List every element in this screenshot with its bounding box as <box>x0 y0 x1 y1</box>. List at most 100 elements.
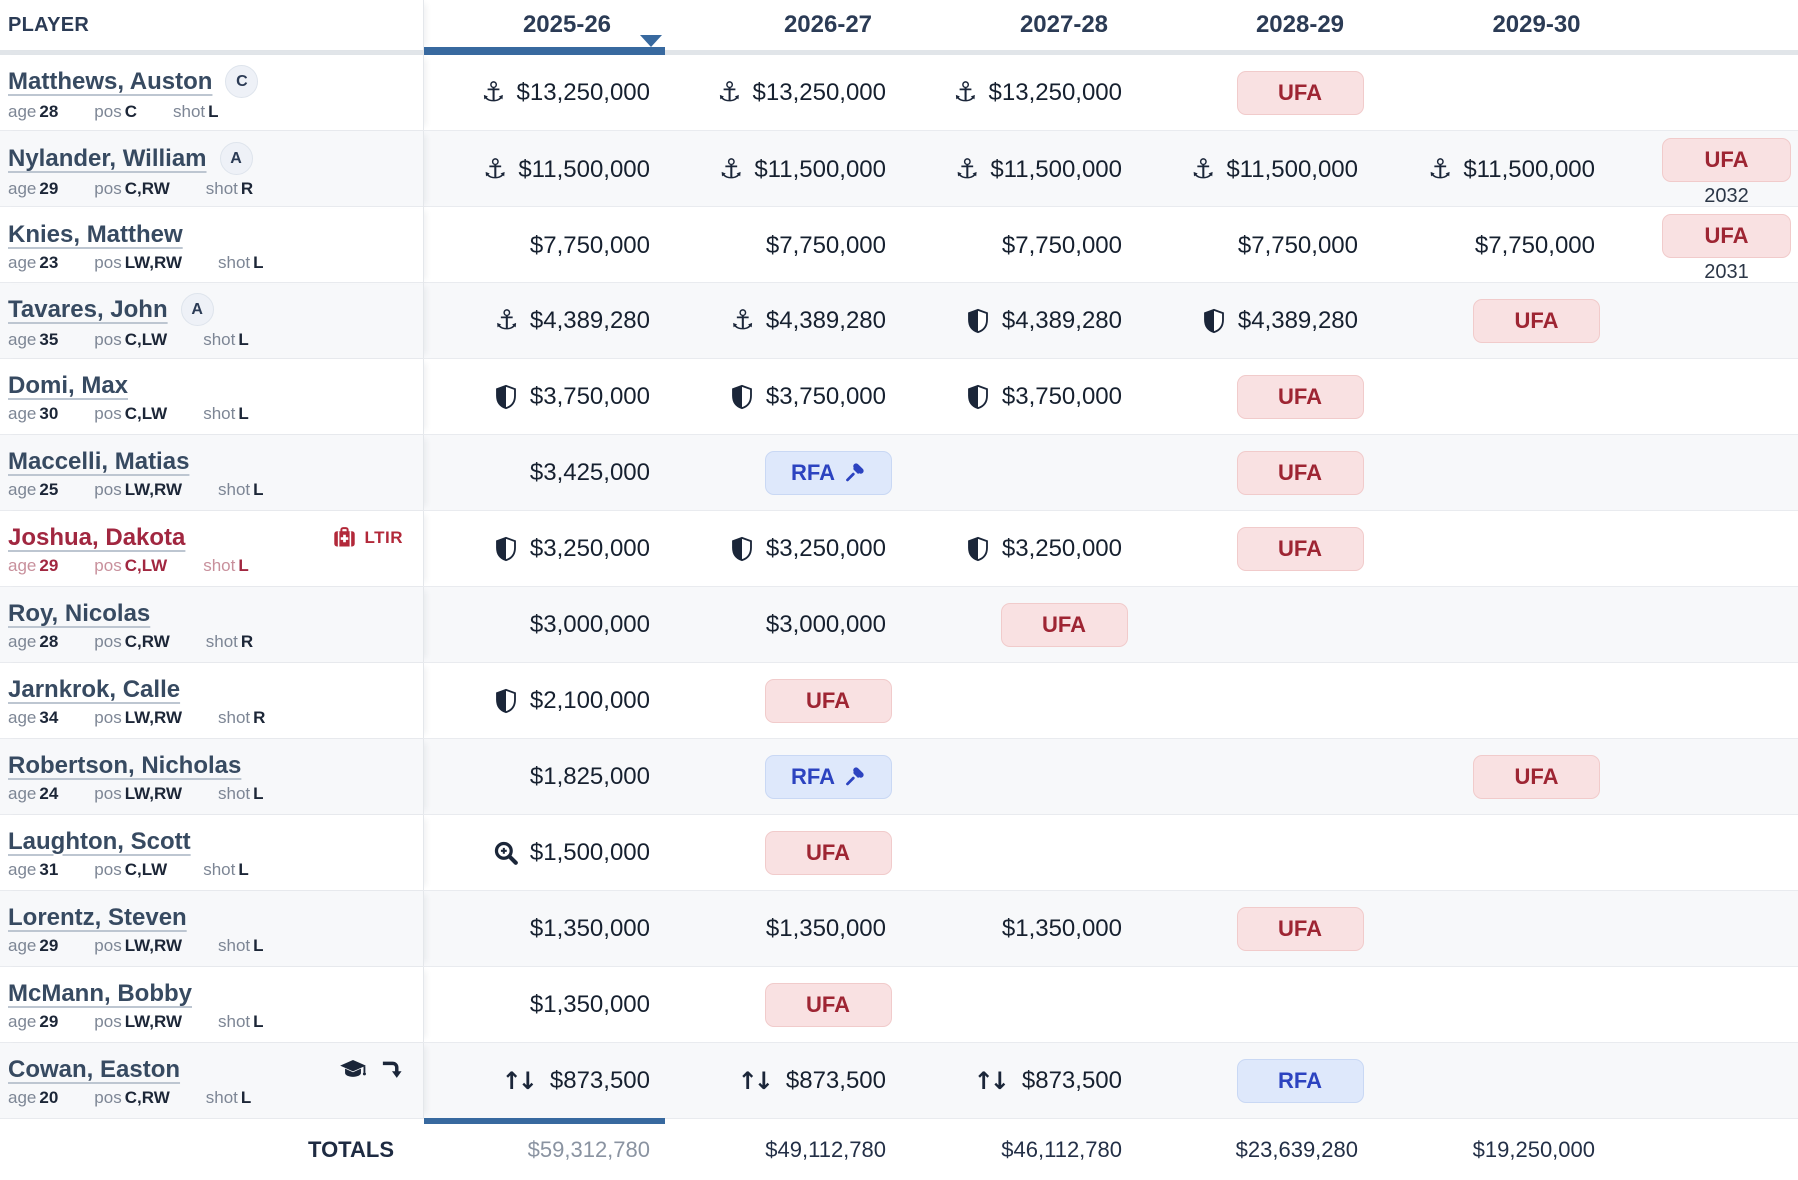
pos-value: LW,RW <box>124 252 183 272</box>
player-shot: shot L <box>218 253 264 273</box>
player-name-link[interactable]: Robertson, Nicholas <box>8 751 242 779</box>
cap-hit-value: $4,389,280 <box>529 306 650 334</box>
two-way-icon: ↑↓ <box>501 1066 538 1095</box>
player-shot: shot L <box>206 1088 252 1108</box>
player-cell: Robertson, Nicholas age 24 pos LW,RW shot L <box>0 739 424 814</box>
player-name-link[interactable]: Jarnkrok, Calle <box>8 675 181 703</box>
empty-cell <box>1655 511 1798 586</box>
anchor-icon: ⚓ <box>1428 154 1453 185</box>
status-cell: UFA <box>1182 891 1418 966</box>
table-row: Cowan, Easton age 20 pos C,RW shot L ↑↓ $873,500… <box>0 1043 1798 1119</box>
player-name-line: Jarnkrok, Calle <box>8 676 407 704</box>
player-info-line: age 20 pos C,RW shot L <box>8 1088 407 1108</box>
player-shot: shot L <box>218 1012 264 1032</box>
status-cell: RFA <box>710 435 946 510</box>
season-header-label: 2026-27 <box>783 11 873 38</box>
empty-cell <box>946 967 1182 1042</box>
player-pos: pos C,LW <box>94 330 167 350</box>
player-name-link[interactable]: Joshua, Dakota <box>8 523 186 551</box>
player-name-link[interactable]: Knies, Matthew <box>8 220 183 248</box>
table-row: Knies, Matthew age 23 pos LW,RW shot L $7,750,0… <box>0 207 1798 284</box>
player-name-link[interactable]: Cowan, Easton <box>8 1055 181 1083</box>
ltir-label: LTIR <box>364 527 403 547</box>
age-value: 29 <box>39 555 59 575</box>
pos-label: pos <box>94 707 122 727</box>
gavel-icon <box>844 462 865 483</box>
shield-icon <box>729 536 755 562</box>
season-header-2028-29[interactable]: 2028-29 <box>1182 0 1418 50</box>
cap-hit-value: $11,500,000 <box>518 155 650 183</box>
status-cell: UFA <box>710 967 946 1042</box>
empty-cell <box>1655 739 1798 814</box>
player-info-line: age 30 pos C,LW shot L <box>8 404 407 424</box>
age-label: age <box>8 555 37 575</box>
ufa-badge-label: UFA <box>1704 147 1749 172</box>
shield-icon <box>493 384 519 410</box>
player-pos: pos C,RW <box>94 179 169 199</box>
season-header-2029-30[interactable]: 2029-30 <box>1418 0 1655 50</box>
money-cell: $7,750,000 <box>946 207 1182 284</box>
player-pos: pos C,RW <box>94 1088 169 1108</box>
pos-value: C,LW <box>124 555 168 575</box>
table-row: Lorentz, Steven age 29 pos LW,RW shot L $1,350,… <box>0 891 1798 967</box>
age-value: 28 <box>39 102 59 121</box>
player-age: age 29 <box>8 1012 58 1032</box>
shot-label: shot <box>218 1011 251 1031</box>
player-pos: pos LW,RW <box>94 1012 182 1032</box>
player-name-link[interactable]: Tavares, John <box>8 295 168 323</box>
age-label: age <box>8 330 37 349</box>
season-header-2025-26[interactable]: 2025-26 <box>424 0 710 55</box>
cap-hit-value: $13,250,000 <box>988 78 1122 106</box>
shot-value: L <box>238 403 249 423</box>
status-cell: UFA <box>946 587 1182 662</box>
empty-cell <box>1655 359 1798 434</box>
player-name-link[interactable]: Laughton, Scott <box>8 827 191 855</box>
ufa-badge: UFA <box>1473 298 1600 343</box>
age-value: 25 <box>39 479 59 499</box>
season-header-2027-28[interactable]: 2027-28 <box>946 0 1182 50</box>
player-name-link[interactable]: McMann, Bobby <box>8 979 192 1007</box>
player-name-link[interactable]: Lorentz, Steven <box>8 903 187 931</box>
player-name-link[interactable]: Maccelli, Matias <box>8 447 190 475</box>
ufa-badge-label: UFA <box>806 991 850 1017</box>
age-label: age <box>8 179 37 198</box>
cap-hit-value: $7,750,000 <box>1474 231 1595 259</box>
empty-cell <box>1655 1043 1798 1118</box>
status-cell: UFA <box>710 663 946 738</box>
empty-cell <box>1182 967 1418 1042</box>
empty-cell <box>1655 55 1798 130</box>
player-cell: Roy, Nicolas age 28 pos C,RW shot R <box>0 587 424 662</box>
empty-cell <box>1655 283 1798 358</box>
age-value: 35 <box>39 330 59 349</box>
ufa-badge-label: UFA <box>806 687 850 713</box>
table-row: Maccelli, Matias age 25 pos LW,RW shot L $3,425… <box>0 435 1798 511</box>
age-value: 24 <box>39 783 59 803</box>
player-name-link[interactable]: Matthews, Auston <box>8 67 213 95</box>
anchor-icon: ⚓ <box>483 154 508 185</box>
player-cell: Laughton, Scott age 31 pos C,LW shot L <box>0 815 424 890</box>
empty-cell <box>1418 1043 1655 1118</box>
age-label: age <box>8 252 37 272</box>
shot-value: L <box>253 479 264 499</box>
table-row: Jarnkrok, Calle age 34 pos LW,RW shot R $2,100,… <box>0 663 1798 739</box>
money-cell: $3,750,000 <box>946 359 1182 434</box>
player-name-link[interactable]: Nylander, William <box>8 144 207 172</box>
ufa-badge: UFA <box>1000 602 1128 647</box>
money-cell: $1,500,000 <box>424 815 710 890</box>
player-name-link[interactable]: Domi, Max <box>8 371 129 399</box>
season-header-2026-27[interactable]: 2026-27 <box>710 0 946 50</box>
empty-cell <box>1418 587 1655 662</box>
age-value: 29 <box>39 1011 59 1031</box>
player-name-line: Cowan, Easton <box>8 1056 407 1084</box>
money-cell: ⚓ $13,250,000 <box>710 55 946 130</box>
player-shot: shot R <box>206 179 253 199</box>
player-shot: shot L <box>203 330 249 350</box>
ufa-badge: UFA <box>1473 754 1600 799</box>
age-value: 29 <box>39 935 59 955</box>
two-way-icon: ↑↓ <box>973 1066 1010 1095</box>
gavel-icon <box>844 766 865 787</box>
player-name-link[interactable]: Roy, Nicolas <box>8 599 151 627</box>
rfa-badge-label: RFA <box>791 459 835 485</box>
designation-badge: C <box>225 65 259 98</box>
cap-hit-value: $11,500,000 <box>754 155 886 183</box>
